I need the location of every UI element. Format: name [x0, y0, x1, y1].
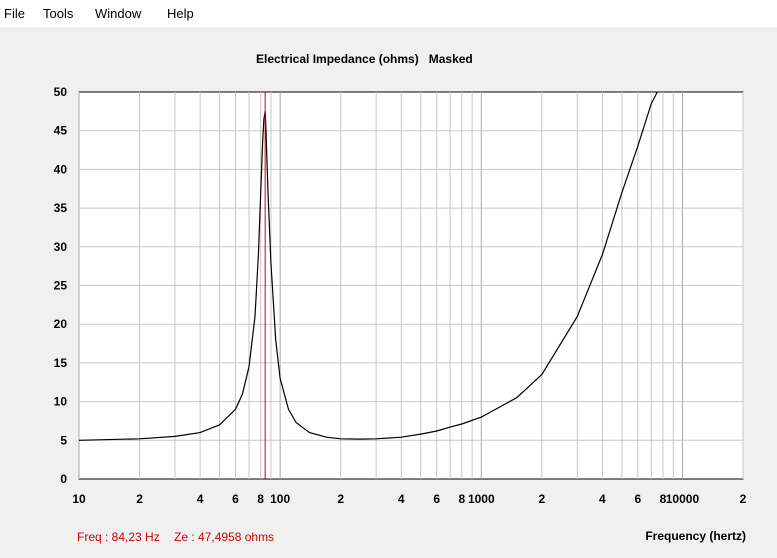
- x-tick-label: 8: [660, 492, 667, 506]
- x-tick-label: 6: [433, 492, 440, 506]
- y-tick-label: 5: [60, 433, 67, 447]
- x-tick-label: 6: [232, 492, 239, 506]
- y-tick-label: 25: [54, 279, 68, 293]
- x-tick-label: 4: [398, 492, 405, 506]
- x-tick-label: 10: [72, 492, 86, 506]
- status-impedance: Ze : 47,4958 ohms: [174, 530, 275, 544]
- x-tick-label: 8: [257, 492, 264, 506]
- x-axis-label: Frequency (hertz): [645, 529, 746, 543]
- y-tick-label: 20: [54, 317, 68, 331]
- menu-bar: File Tools Window Help: [0, 0, 777, 27]
- menu-tools[interactable]: Tools: [43, 6, 74, 21]
- chart-title: Electrical Impedance (ohms) Masked: [256, 52, 473, 66]
- x-tick-label: 2: [337, 492, 344, 506]
- x-tick-label: 2: [740, 492, 747, 506]
- x-tick-label: 10000: [666, 492, 700, 506]
- menu-window[interactable]: Window: [95, 6, 142, 21]
- status-frequency: Freq : 84,23 Hz: [77, 530, 160, 544]
- y-tick-label: 50: [54, 85, 68, 99]
- x-tick-labels: 10 2 4 6 8 100 2 4 6 8 1000 2 4 6 8 10000 2: [72, 492, 746, 506]
- menu-file[interactable]: File: [4, 6, 25, 21]
- y-tick-label: 0: [60, 472, 67, 486]
- x-tick-label: 1000: [468, 492, 495, 506]
- y-tick-label: 45: [54, 124, 68, 138]
- y-tick-label: 10: [54, 395, 68, 409]
- x-tick-label: 8: [458, 492, 465, 506]
- x-tick-label: 4: [599, 492, 606, 506]
- impedance-curve: [78, 91, 658, 441]
- x-tick-label: 2: [539, 492, 546, 506]
- x-tick-label: 100: [270, 492, 290, 506]
- x-tick-label: 2: [136, 492, 143, 506]
- y-tick-labels: 0 5 10 15 20 25 30 35 40 45 50: [54, 85, 68, 486]
- curve-layer: [78, 91, 658, 441]
- grid: [78, 92, 744, 479]
- x-tick-label: 6: [634, 492, 641, 506]
- y-tick-label: 35: [54, 201, 68, 215]
- x-tick-label: 4: [197, 492, 204, 506]
- y-tick-label: 15: [54, 356, 68, 370]
- menu-help[interactable]: Help: [167, 6, 194, 21]
- y-tick-label: 30: [54, 240, 68, 254]
- y-tick-label: 40: [54, 162, 68, 176]
